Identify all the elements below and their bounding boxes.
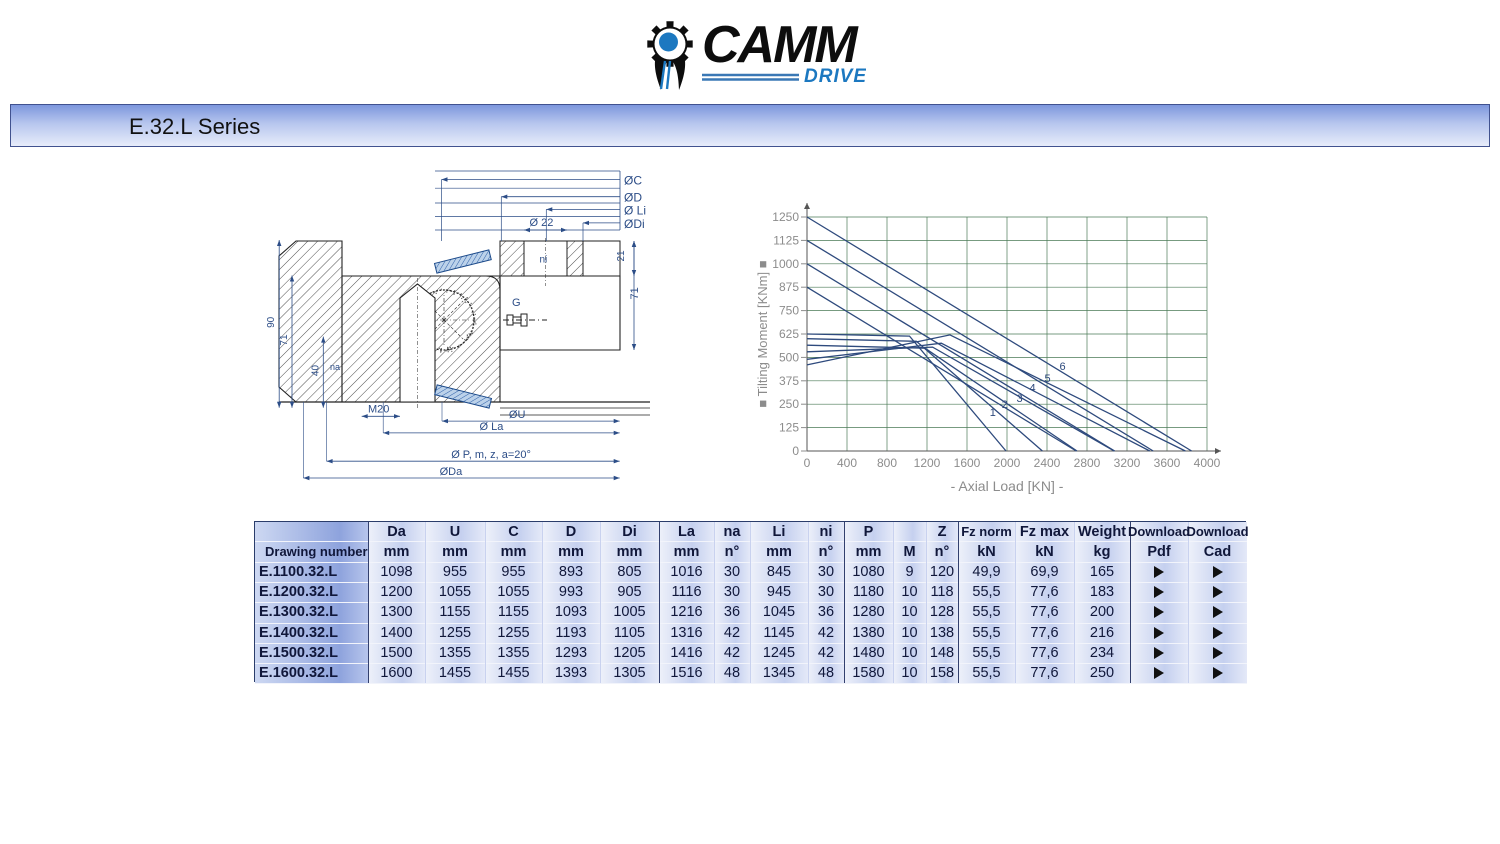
svg-text:4000: 4000: [1193, 456, 1220, 470]
svg-text:1200: 1200: [913, 456, 940, 470]
svg-text:6: 6: [1059, 361, 1065, 373]
svg-text:125: 125: [778, 420, 798, 434]
svg-text:1600: 1600: [953, 456, 980, 470]
svg-text:na: na: [330, 362, 340, 372]
svg-text:Ø La: Ø La: [480, 421, 505, 433]
svg-text:875: 875: [778, 280, 798, 294]
svg-text:ØC: ØC: [624, 174, 642, 188]
svg-text:0: 0: [792, 444, 799, 458]
svg-text:1125: 1125: [773, 233, 799, 247]
svg-text:40: 40: [310, 365, 321, 377]
svg-text:2000: 2000: [993, 456, 1020, 470]
svg-text:■ Tilting Moment [KNm] ■: ■ Tilting Moment [KNm] ■: [755, 260, 770, 407]
svg-text:3600: 3600: [1153, 456, 1180, 470]
svg-text:Ø 22: Ø 22: [530, 217, 554, 229]
svg-text:400: 400: [836, 456, 856, 470]
svg-text:ØU: ØU: [509, 409, 526, 421]
svg-text:375: 375: [778, 373, 798, 387]
svg-text:21: 21: [616, 250, 627, 262]
svg-text:0: 0: [803, 456, 810, 470]
svg-text:Ø P, m, z, a=20°: Ø P, m, z, a=20°: [451, 449, 531, 461]
svg-text:625: 625: [778, 327, 798, 341]
svg-text:M20: M20: [368, 403, 389, 415]
svg-text:ØDi: ØDi: [624, 217, 645, 231]
svg-text:3200: 3200: [1113, 456, 1140, 470]
svg-text:71: 71: [279, 334, 290, 346]
svg-text:DRIVE: DRIVE: [804, 66, 866, 87]
svg-text:2800: 2800: [1073, 456, 1100, 470]
svg-text:ØDa: ØDa: [440, 466, 464, 478]
svg-text:ni: ni: [540, 255, 548, 266]
svg-text:1000: 1000: [772, 256, 799, 270]
svg-text:90: 90: [266, 316, 277, 328]
svg-text:250: 250: [778, 397, 798, 411]
svg-text:2400: 2400: [1033, 456, 1060, 470]
svg-text:G: G: [512, 297, 521, 309]
svg-text:- Axial Load [KN] -: - Axial Load [KN] -: [950, 478, 1063, 494]
svg-text:4: 4: [1029, 382, 1035, 394]
svg-text:800: 800: [876, 456, 896, 470]
svg-text:500: 500: [778, 350, 798, 364]
svg-text:71: 71: [629, 287, 641, 299]
svg-text:750: 750: [778, 303, 798, 317]
svg-text:Ø Li: Ø Li: [624, 203, 646, 217]
svg-text:3: 3: [1016, 393, 1022, 405]
svg-text:1250: 1250: [772, 210, 799, 224]
